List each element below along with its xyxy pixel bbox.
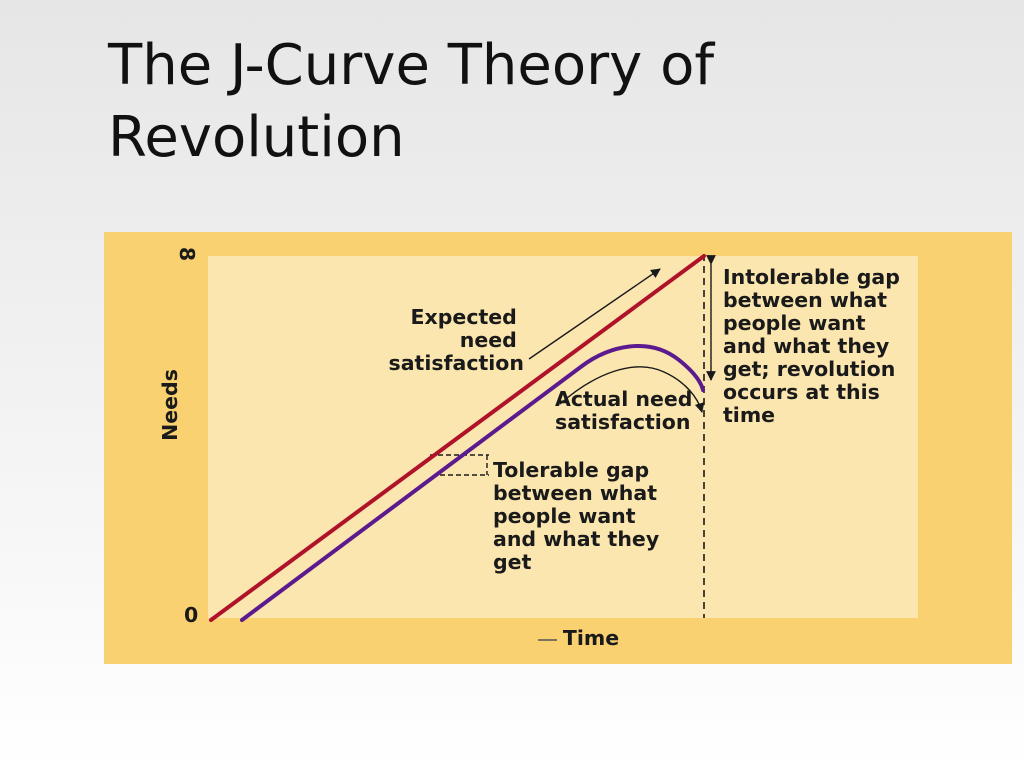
- y-axis-max-label: 8: [175, 247, 199, 261]
- y-axis-min-label: 0: [184, 603, 198, 627]
- actual-need-curve: [240, 344, 705, 622]
- intolerable-label-line: time: [723, 403, 775, 427]
- slide-title: The J-Curve Theory of Revolution: [108, 30, 968, 174]
- actual-label-line: Actual need: [555, 387, 692, 411]
- title-line-1: The J-Curve Theory of: [108, 33, 715, 98]
- intolerable-gap-label: Intolerable gap between what people want…: [723, 265, 907, 427]
- actual-trend-arrow: [559, 366, 705, 413]
- expected-trend-arrow: [528, 268, 661, 360]
- expected-label-line: satisfaction: [389, 351, 524, 375]
- intolerable-label-line: occurs at this: [723, 380, 880, 404]
- tolerable-label-line: and what they: [493, 527, 659, 551]
- tolerable-label-line: between what: [493, 481, 657, 505]
- intolerable-label-line: and what they: [723, 334, 889, 358]
- j-curve-diagram: 8 0 Needs Time Expected need satisfactio…: [104, 232, 1012, 664]
- expected-need-label: Expected need satisfaction: [389, 305, 524, 375]
- intolerable-label-line: people want: [723, 311, 866, 335]
- diagram-canvas: 8 0 Needs Time Expected need satisfactio…: [104, 232, 1012, 664]
- tolerable-gap-label: Tolerable gap between what people want a…: [493, 458, 666, 574]
- expected-label-line: Expected: [411, 305, 517, 329]
- tolerable-gap-bracket: [430, 454, 489, 476]
- expected-label-line: need: [460, 328, 517, 352]
- x-axis-label: Time: [563, 626, 619, 650]
- expected-need-line: [209, 254, 706, 622]
- actual-need-label: Actual need satisfaction: [555, 387, 700, 434]
- y-axis-label: Needs: [158, 369, 182, 441]
- tolerable-label-line: get: [493, 550, 532, 574]
- intolerable-label-line: between what: [723, 288, 887, 312]
- intolerable-label-line: Intolerable gap: [723, 265, 900, 289]
- title-line-2: Revolution: [108, 105, 405, 170]
- actual-label-line: satisfaction: [555, 410, 690, 434]
- tolerable-label-line: Tolerable gap: [493, 458, 649, 482]
- tolerable-label-line: people want: [493, 504, 636, 528]
- intolerable-label-line: get; revolution: [723, 357, 895, 381]
